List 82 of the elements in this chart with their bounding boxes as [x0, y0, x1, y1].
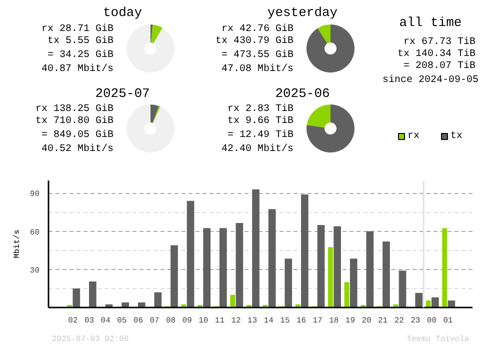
- bar: [72, 288, 80, 308]
- x-tick-label: 22: [394, 316, 404, 326]
- text: = 12.49 TiB: [227, 129, 294, 141]
- bar: [89, 281, 96, 308]
- bar: [203, 228, 211, 308]
- text: 47.08 Mbit/s: [221, 63, 294, 75]
- text: = 34.25 GiB: [47, 49, 114, 61]
- x-tick-label: 16: [296, 316, 306, 326]
- x-tick-label: 05: [117, 316, 127, 326]
- x-tick-label: 20: [362, 316, 372, 326]
- text: = 849.05 GiB: [41, 129, 114, 141]
- x-tick-label: 17: [312, 316, 323, 326]
- x-tick-label: 23: [410, 316, 420, 326]
- bar: [154, 292, 162, 308]
- bar: [301, 194, 308, 308]
- x-tick-label: 15: [280, 316, 290, 326]
- x-tick-label: 08: [166, 316, 176, 326]
- bar: [236, 223, 244, 308]
- bar: [431, 297, 439, 308]
- text: rx 28.71 GiB: [41, 23, 114, 35]
- x-tick-label: 13: [248, 316, 258, 326]
- bar: [252, 189, 260, 308]
- x-tick-label: 21: [378, 316, 388, 326]
- text: 42.40 Mbit/s: [221, 143, 294, 155]
- bar: [219, 228, 227, 308]
- bar: [334, 226, 341, 308]
- bar: [122, 302, 129, 308]
- x-tick-label: 19: [345, 316, 356, 326]
- chart-title: today: [102, 5, 142, 20]
- text: rx 42.76 GiB: [221, 23, 294, 35]
- bar: [344, 282, 350, 308]
- bar: [398, 270, 406, 308]
- legend-label: tx: [450, 131, 463, 142]
- text: since 2024-09-05: [382, 74, 479, 86]
- x-tick-label: 14: [264, 316, 274, 326]
- text: tx 430.79 GiB: [215, 35, 294, 47]
- chart-title: 2025-06: [275, 86, 330, 101]
- text: tx 9.66 TiB: [227, 115, 294, 127]
- text: tx 710.80 GiB: [35, 115, 114, 127]
- x-tick-label: 07: [150, 316, 160, 326]
- bar: [350, 258, 358, 308]
- text: all time: [399, 15, 462, 30]
- bar: [426, 300, 431, 308]
- x-tick-label: 06: [133, 316, 144, 326]
- x-tick-label: 03: [84, 316, 94, 326]
- bar: [230, 294, 236, 308]
- legend-label: rx: [408, 131, 420, 142]
- text: rx 67.73 TiB: [403, 36, 476, 48]
- bar: [442, 228, 448, 308]
- y-axis-title: Mbit/s: [12, 229, 22, 258]
- text: = 473.55 GiB: [221, 49, 294, 61]
- text: tx 5.55 GiB: [47, 35, 114, 47]
- bar: [366, 231, 374, 308]
- x-tick-label: 04: [100, 316, 111, 326]
- bar: [415, 292, 423, 308]
- bar: [317, 224, 325, 308]
- y-tick-label: 60: [30, 228, 40, 238]
- x-tick-label: 10: [198, 316, 208, 326]
- text: rx 138.25 GiB: [35, 103, 114, 115]
- x-tick-label: 00: [426, 316, 437, 326]
- bar: [138, 302, 146, 308]
- bar: [382, 241, 390, 308]
- chart-title: 2025-07: [95, 86, 150, 101]
- bar: [268, 209, 276, 308]
- x-tick-label: 01: [443, 316, 454, 326]
- bar: [328, 247, 333, 308]
- text: rx 2.83 TiB: [227, 103, 294, 115]
- bar: [186, 200, 194, 308]
- text: 40.52 Mbit/s: [41, 143, 114, 155]
- chart-title: yesterday: [267, 5, 338, 20]
- y-tick-label: 30: [30, 266, 40, 276]
- x-tick-label: 18: [329, 316, 339, 326]
- bar: [170, 245, 178, 308]
- x-tick-label: 09: [182, 316, 192, 326]
- x-tick-label: 11: [214, 316, 225, 326]
- text: tx 140.34 TiB: [397, 48, 476, 60]
- x-tick-label: 02: [68, 316, 78, 326]
- text: 40.87 Mbit/s: [41, 63, 114, 75]
- x-tick-label: 12: [231, 316, 242, 326]
- y-tick-label: 90: [30, 190, 40, 200]
- text: = 208.07 TiB: [403, 60, 476, 72]
- bar: [284, 258, 292, 308]
